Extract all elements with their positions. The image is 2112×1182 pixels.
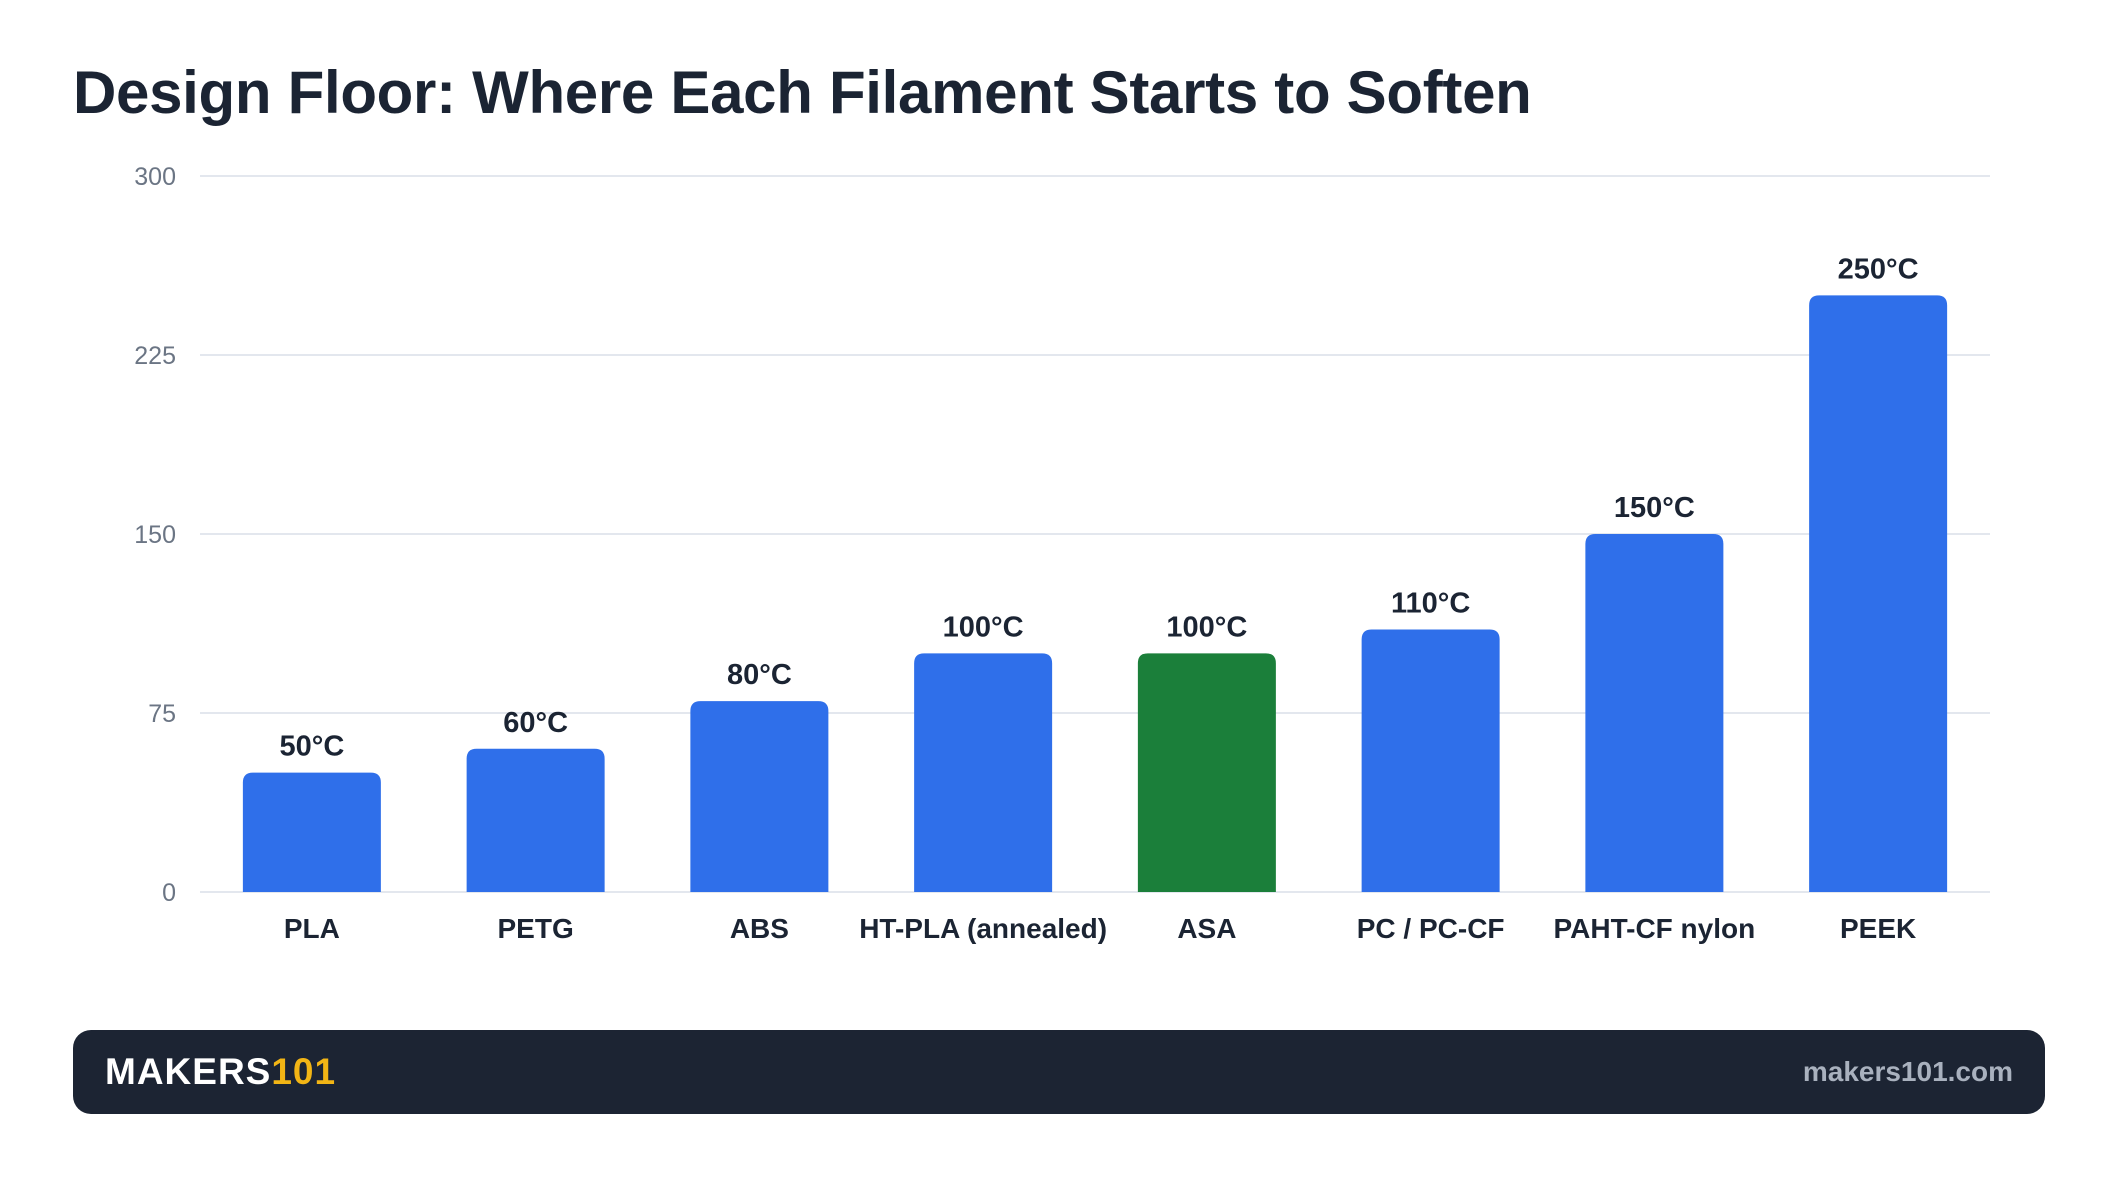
x-tick-label: HT-PLA (annealed) [859,913,1107,944]
brand-logo: MAKERS101 [105,1030,336,1114]
x-tick-label: PC / PC-CF [1357,913,1505,944]
bar [690,701,829,892]
bar [242,772,381,892]
bar [1137,653,1276,892]
x-axis-ticks: PLA PETG ABS HT-PLA (annealed) ASA PC / PC-CF… [284,913,1916,944]
bar [1361,629,1500,892]
data-label: 80°C [727,659,792,691]
bars [242,295,1948,892]
bar [1809,295,1948,892]
data-label: 60°C [503,707,568,739]
bar-chart: 0 75 150 225 300 50°C 60°C 80°C 100°C 100°C 110°C… [134,163,1990,944]
data-label: 110°C [1391,587,1470,619]
data-label: 150°C [1614,492,1695,524]
y-tick-label: 300 [134,163,176,191]
data-label: 50°C [279,731,344,763]
site-url: makers101.com [1802,1056,2013,1087]
y-tick-label: 225 [134,342,176,370]
y-tick-label: 75 [148,700,176,728]
data-label: 100°C [1166,611,1247,643]
bar [1585,534,1724,892]
x-tick-label: PEEK [1840,913,1916,944]
x-tick-label: PLA [284,913,340,944]
x-tick-label: PETG [498,913,574,944]
data-label: 250°C [1838,253,1919,285]
brand-main: MAKERS [105,1051,272,1092]
x-tick-label: ASA [1177,913,1236,944]
chart-title: Design Floor: Where Each Filament Starts… [73,59,1532,126]
y-tick-label: 0 [162,879,176,907]
x-tick-label: PAHT-CF nylon [1554,913,1756,944]
data-labels: 50°C 60°C 80°C 100°C 100°C 110°C 150°C 250°C [279,253,1918,762]
y-tick-label: 150 [134,521,176,549]
data-label: 100°C [943,611,1024,643]
y-axis-ticks: 0 75 150 225 300 [134,163,176,907]
x-tick-label: ABS [730,913,789,944]
bar [914,653,1053,892]
bar [466,748,605,892]
footer-bar: MAKERS101 makers101.com [73,1030,2045,1114]
brand-accent: 101 [271,1051,337,1092]
